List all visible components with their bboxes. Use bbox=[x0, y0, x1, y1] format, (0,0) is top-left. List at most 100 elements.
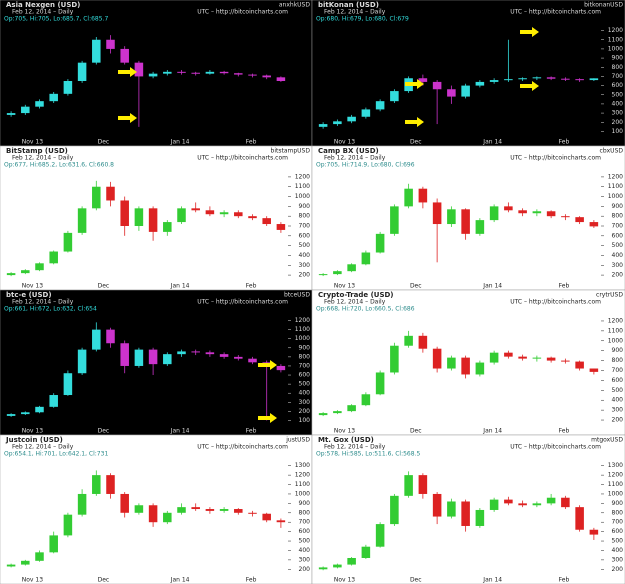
candle-body bbox=[21, 412, 30, 415]
candle-body bbox=[63, 373, 73, 396]
candle-body bbox=[92, 39, 101, 63]
subtitle: Feb 12, 2014 – Daily bbox=[324, 9, 386, 16]
candle-body bbox=[177, 507, 186, 513]
y-tick-label: 200 bbox=[612, 272, 624, 279]
chart-panel: Crypto-Trade (USD)Feb 12, 2014 – Daily UT… bbox=[311, 289, 625, 436]
arrow bbox=[118, 113, 137, 123]
x-tick-label: Feb bbox=[246, 283, 257, 290]
candle-body bbox=[375, 233, 385, 253]
candle-body bbox=[390, 345, 399, 373]
chart-title: bitKonan (USD) bbox=[318, 1, 379, 9]
chart-panel: bitKonan (USD)Feb 12, 2014 – Daily UTC – … bbox=[311, 0, 625, 147]
candle-body bbox=[461, 209, 470, 234]
candle-body bbox=[447, 357, 456, 369]
candle-body bbox=[546, 77, 556, 79]
y-tick-label: 500 bbox=[612, 91, 624, 98]
subtitle: Feb 12, 2014 – Daily bbox=[12, 9, 74, 16]
x-tick-label: Jan 14 bbox=[482, 283, 502, 290]
candle-body bbox=[120, 200, 129, 226]
candle-body bbox=[148, 73, 158, 77]
ohlc: Op:668, Hi:720, Lo:660.5, Cl:686 bbox=[316, 306, 415, 313]
y-tick-label: 400 bbox=[612, 252, 624, 259]
candle-body bbox=[489, 206, 499, 221]
candle-body bbox=[262, 75, 271, 78]
candle-body bbox=[333, 411, 342, 414]
y-tick-label: 1100 bbox=[608, 481, 623, 488]
candle-body bbox=[532, 77, 542, 79]
candle-body bbox=[561, 497, 570, 508]
chart-panel: Asia Nexgen (USD)Feb 12, 2014 – Daily UTC… bbox=[0, 0, 313, 147]
candle-body bbox=[461, 357, 470, 375]
candle-body bbox=[163, 222, 172, 232]
y-tick-label: 100 bbox=[299, 417, 311, 424]
candle-body bbox=[205, 509, 215, 511]
y-tick-label: 1200 bbox=[295, 317, 310, 324]
candle-body bbox=[191, 507, 200, 510]
candle-body bbox=[234, 509, 243, 513]
candle-body bbox=[63, 232, 73, 252]
candle-body bbox=[390, 206, 399, 234]
x-tick-label: Nov 13 bbox=[22, 139, 43, 146]
y-tick-label: 400 bbox=[299, 547, 311, 554]
y-tick-label: 1000 bbox=[608, 45, 623, 52]
candle-body bbox=[589, 222, 599, 227]
x-tick-label: Nov 13 bbox=[334, 577, 355, 584]
y-tick-label: 1200 bbox=[295, 173, 310, 180]
candle-body bbox=[589, 78, 599, 81]
candle-body bbox=[532, 357, 542, 359]
candle-body bbox=[177, 208, 186, 223]
source: UTC – http://bitcoincharts.com bbox=[197, 155, 288, 162]
y-tick-label: 600 bbox=[612, 232, 624, 239]
candle-body bbox=[518, 356, 527, 359]
candle-body bbox=[489, 80, 499, 82]
candle-body bbox=[148, 505, 158, 523]
y-tick-label: 1200 bbox=[608, 27, 623, 34]
candle-body bbox=[432, 348, 442, 369]
x-tick-label: Dec bbox=[410, 577, 422, 584]
candle-body bbox=[63, 514, 73, 536]
candle-body bbox=[390, 91, 399, 102]
candle-body bbox=[163, 71, 172, 74]
x-tick-label: Jan 14 bbox=[170, 577, 190, 584]
x-tick-label: Feb bbox=[246, 577, 257, 584]
y-tick-label: 1300 bbox=[295, 462, 310, 469]
candle-body bbox=[318, 124, 328, 127]
candle-body bbox=[248, 74, 257, 76]
symbol: justUSD bbox=[285, 437, 310, 444]
candle-body bbox=[163, 512, 172, 523]
y-tick-label: 800 bbox=[612, 213, 624, 220]
candle-body bbox=[504, 352, 513, 357]
candle-body bbox=[333, 121, 342, 125]
candle-body bbox=[575, 361, 584, 369]
y-tick-label: 100 bbox=[612, 128, 624, 135]
y-tick-label: 500 bbox=[299, 381, 311, 388]
x-tick-label: Dec bbox=[98, 139, 110, 146]
candle-body bbox=[461, 85, 470, 97]
y-tick-label: 400 bbox=[299, 252, 311, 259]
source: UTC – http://bitcoincharts.com bbox=[510, 9, 601, 16]
candle-body bbox=[361, 546, 371, 558]
candle-body bbox=[361, 109, 371, 117]
candle-body bbox=[106, 186, 115, 201]
candle-body bbox=[561, 78, 570, 80]
source: UTC – http://bitcoincharts.com bbox=[510, 444, 601, 451]
arrow bbox=[118, 67, 137, 77]
candle-body bbox=[35, 263, 44, 271]
candle-body bbox=[461, 501, 470, 526]
x-tick-label: Feb bbox=[559, 428, 570, 435]
candle-body bbox=[21, 560, 30, 565]
y-tick-label: 900 bbox=[612, 347, 624, 354]
ohlc: Op:705, Hi:705, Lo:685.7, Cl:685.7 bbox=[4, 16, 108, 23]
y-tick-label: 400 bbox=[612, 547, 624, 554]
panel-background bbox=[0, 0, 313, 147]
chart-panel: Justcoin (USD)Feb 12, 2014 – Daily UTC – … bbox=[0, 434, 313, 584]
y-tick-label: 800 bbox=[299, 213, 311, 220]
candle-body bbox=[106, 329, 115, 344]
candle-body bbox=[333, 564, 342, 568]
candle-body bbox=[134, 62, 144, 77]
candle-body bbox=[418, 78, 428, 82]
candle-body bbox=[6, 414, 16, 416]
candle-body bbox=[375, 101, 385, 110]
candle-body bbox=[418, 475, 428, 494]
symbol: crytrUSD bbox=[596, 292, 623, 299]
